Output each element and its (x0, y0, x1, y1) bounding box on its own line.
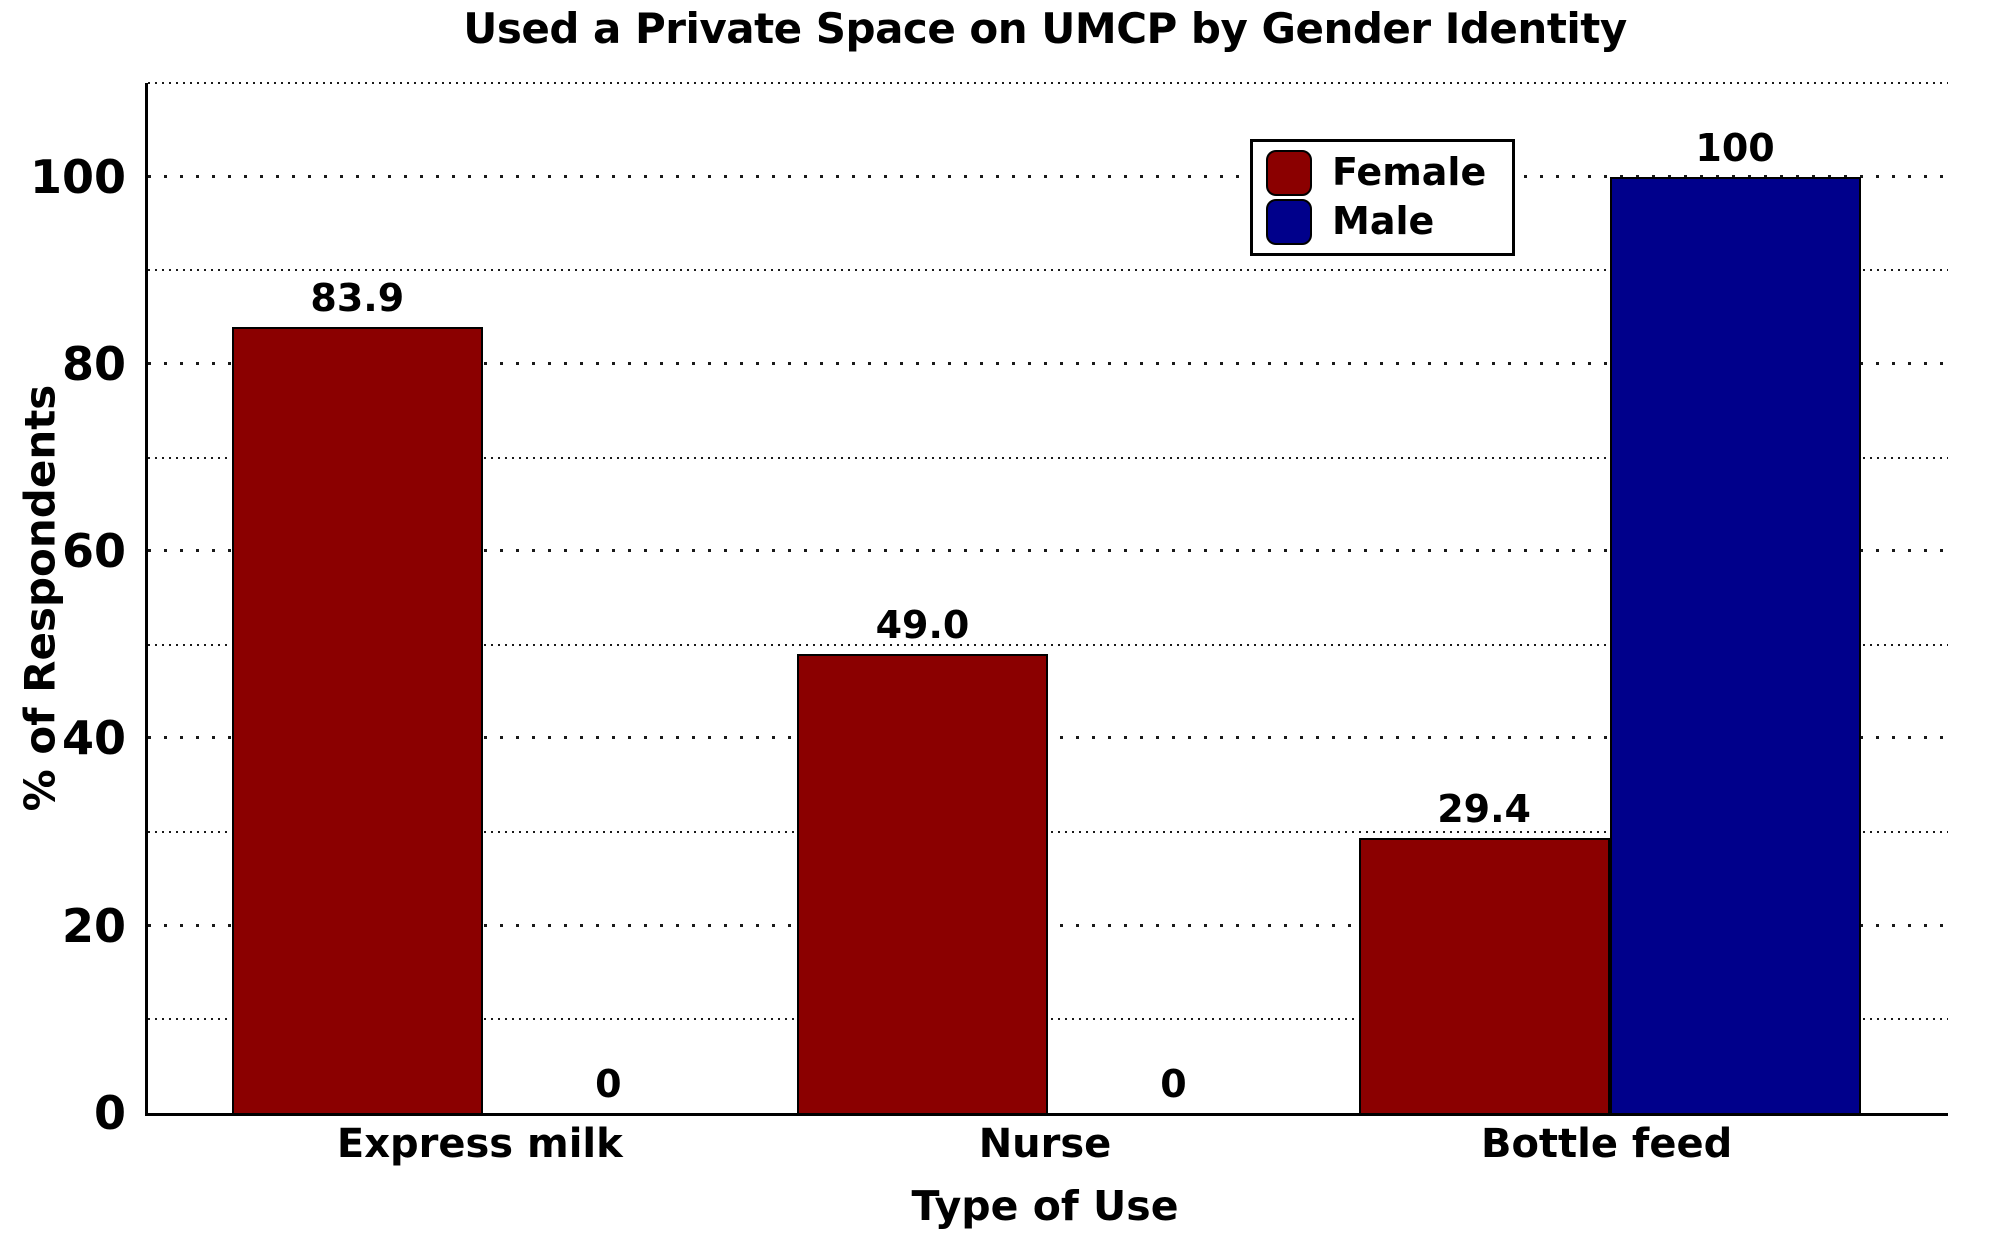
bar-female-nurse (797, 654, 1048, 1113)
value-label-female-nurse: 49.0 (875, 603, 970, 648)
y-tick-label-80: 80 (61, 336, 126, 391)
legend-item-male: Male (1266, 199, 1486, 245)
x-axis-categories: Express milk Nurse Bottle feed (145, 1124, 1945, 1174)
bar-female-express-milk (231, 327, 483, 1113)
y-tick-label-40: 40 (61, 711, 126, 766)
value-label-female-bottle-feed: 29.4 (1437, 786, 1531, 831)
y-tick-label-100: 100 (29, 149, 126, 204)
chart-title: Used a Private Space on UMCP by Gender I… (463, 4, 1627, 53)
x-category-label-nurse: Nurse (978, 1121, 1112, 1167)
y-axis-ticks: 0 20 40 60 80 100 (0, 83, 126, 1136)
plot-area: 83.9 0 49.0 0 29.4 100 (145, 82, 1948, 1116)
x-category-label-bottle-feed: Bottle feed (1480, 1121, 1733, 1167)
x-category-label-express-milk: Express milk (336, 1121, 623, 1167)
bar-male-bottle-feed (1609, 176, 1861, 1113)
x-axis-label: Type of Use (911, 1182, 1179, 1230)
legend-label-female: Female (1332, 150, 1487, 195)
legend-swatch-female (1266, 150, 1312, 196)
value-label-male-bottle-feed: 100 (1695, 125, 1775, 170)
gridline-110 (148, 82, 1948, 84)
y-tick-label-60: 60 (61, 524, 126, 579)
y-tick-label-20: 20 (61, 898, 126, 953)
legend: Female Male (1250, 139, 1516, 256)
value-label-male-express-milk: 0 (595, 1062, 622, 1106)
bar-female-bottle-feed (1358, 837, 1610, 1113)
value-label-female-express-milk: 83.9 (310, 276, 405, 321)
legend-item-female: Female (1266, 150, 1486, 196)
value-label-male-nurse: 0 (1160, 1062, 1187, 1106)
legend-label-male: Male (1332, 199, 1435, 244)
y-tick-label-0: 0 (93, 1086, 126, 1140)
legend-swatch-male (1266, 199, 1312, 245)
